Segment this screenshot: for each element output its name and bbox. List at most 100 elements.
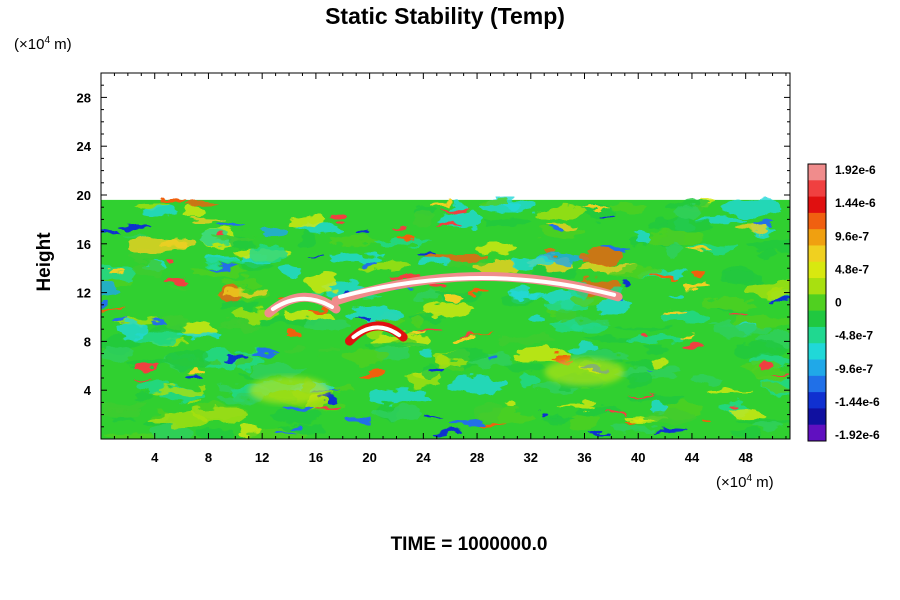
colorbar-swatch — [808, 245, 826, 263]
field-streak — [434, 430, 461, 436]
field-blob — [567, 344, 598, 355]
field-blob — [345, 308, 405, 323]
y-tick-label: 20 — [77, 188, 91, 203]
field-streak — [627, 420, 640, 425]
field-streak — [328, 214, 349, 221]
field-streak — [639, 333, 651, 337]
colorbar-frame — [807, 163, 827, 442]
field-blob — [729, 408, 766, 419]
field-streak — [664, 311, 687, 315]
field-blob — [415, 258, 451, 267]
field-streak — [411, 331, 427, 334]
field-blob — [133, 263, 164, 278]
field-blob — [613, 202, 650, 212]
field-streak — [678, 336, 700, 340]
field-blob — [188, 217, 227, 223]
field-blob — [111, 416, 138, 422]
field-blob — [720, 271, 766, 288]
y-tick-label: 12 — [77, 286, 91, 301]
field-blob — [183, 205, 205, 218]
colorbar-label: -1.92e-6 — [835, 428, 880, 442]
x-tick-label: 36 — [577, 450, 591, 465]
field-streak — [425, 414, 445, 417]
field-streak — [186, 376, 206, 380]
field-streak — [213, 224, 245, 228]
field-blob — [617, 325, 673, 330]
colorbar-label: 9.6e-7 — [835, 229, 869, 243]
field-blob — [219, 277, 264, 288]
colorbar-swatch — [808, 375, 826, 393]
field-blob — [150, 387, 207, 394]
colorbar-label: -9.6e-7 — [835, 362, 873, 376]
field-streak — [652, 275, 676, 279]
field-streak — [753, 222, 774, 226]
field-blob — [474, 242, 516, 255]
field-streak — [459, 333, 474, 336]
field-streak — [428, 200, 452, 205]
field-blob — [558, 404, 596, 409]
eddy-core — [544, 357, 625, 386]
field-streak — [359, 371, 384, 378]
field-streak — [106, 268, 123, 272]
field-blob — [694, 216, 748, 223]
field-streak — [680, 345, 706, 351]
field-blob — [503, 361, 544, 373]
field-streak — [226, 355, 248, 362]
field-streak — [415, 252, 436, 257]
field-blob — [736, 224, 773, 233]
colorbar-label: 4.8e-7 — [835, 262, 869, 276]
field-streak — [585, 432, 609, 436]
field-blob — [420, 348, 435, 361]
field-blob — [195, 429, 232, 439]
field-blob — [643, 344, 668, 355]
field-blob — [578, 249, 626, 265]
field-blob — [285, 346, 308, 353]
field-streak — [606, 412, 629, 416]
field-streak — [445, 295, 462, 302]
field-streak — [363, 259, 376, 265]
field-streak — [540, 410, 549, 417]
field-blob — [761, 384, 790, 392]
x-tick-label: 32 — [524, 450, 538, 465]
field-streak — [134, 363, 158, 370]
field-blob — [441, 349, 489, 361]
x-tick-label: 12 — [255, 450, 269, 465]
field-blob — [528, 291, 546, 302]
colorbar-swatch — [808, 212, 826, 230]
field-blob — [151, 413, 210, 428]
field-blob — [328, 237, 378, 246]
field-blob — [166, 352, 211, 369]
field-blob — [217, 301, 260, 311]
field-blob — [643, 409, 698, 424]
field-blob — [250, 364, 305, 380]
colorbar-swatch — [808, 164, 826, 181]
x-ticks: 4 8 12 16 20 24 28 32 36 40 44 48 — [113, 73, 787, 465]
field-streak — [252, 350, 279, 356]
field-blob — [239, 261, 274, 272]
field-streak — [771, 374, 789, 377]
field-blob — [435, 355, 452, 370]
field-blob — [673, 203, 699, 219]
field-blob — [338, 348, 386, 365]
field-streak — [285, 331, 302, 338]
stability-band-core — [338, 276, 617, 299]
field-blob — [500, 334, 555, 345]
field-blob — [701, 298, 761, 311]
field-streak — [346, 417, 369, 422]
field-blob — [101, 403, 148, 412]
field-blob — [445, 376, 508, 393]
field-blob — [289, 216, 327, 227]
field-streak — [702, 418, 711, 423]
field-streak — [680, 283, 712, 289]
field-blob — [755, 251, 776, 260]
field-blob — [104, 433, 158, 439]
field-streak — [315, 397, 339, 403]
field-blob — [691, 375, 722, 387]
field-blob — [645, 231, 705, 247]
colorbar-label: 0 — [835, 296, 842, 310]
field-blob — [133, 390, 152, 404]
field-streak — [584, 208, 614, 211]
field-blob — [222, 289, 268, 296]
field-blob — [176, 333, 223, 339]
